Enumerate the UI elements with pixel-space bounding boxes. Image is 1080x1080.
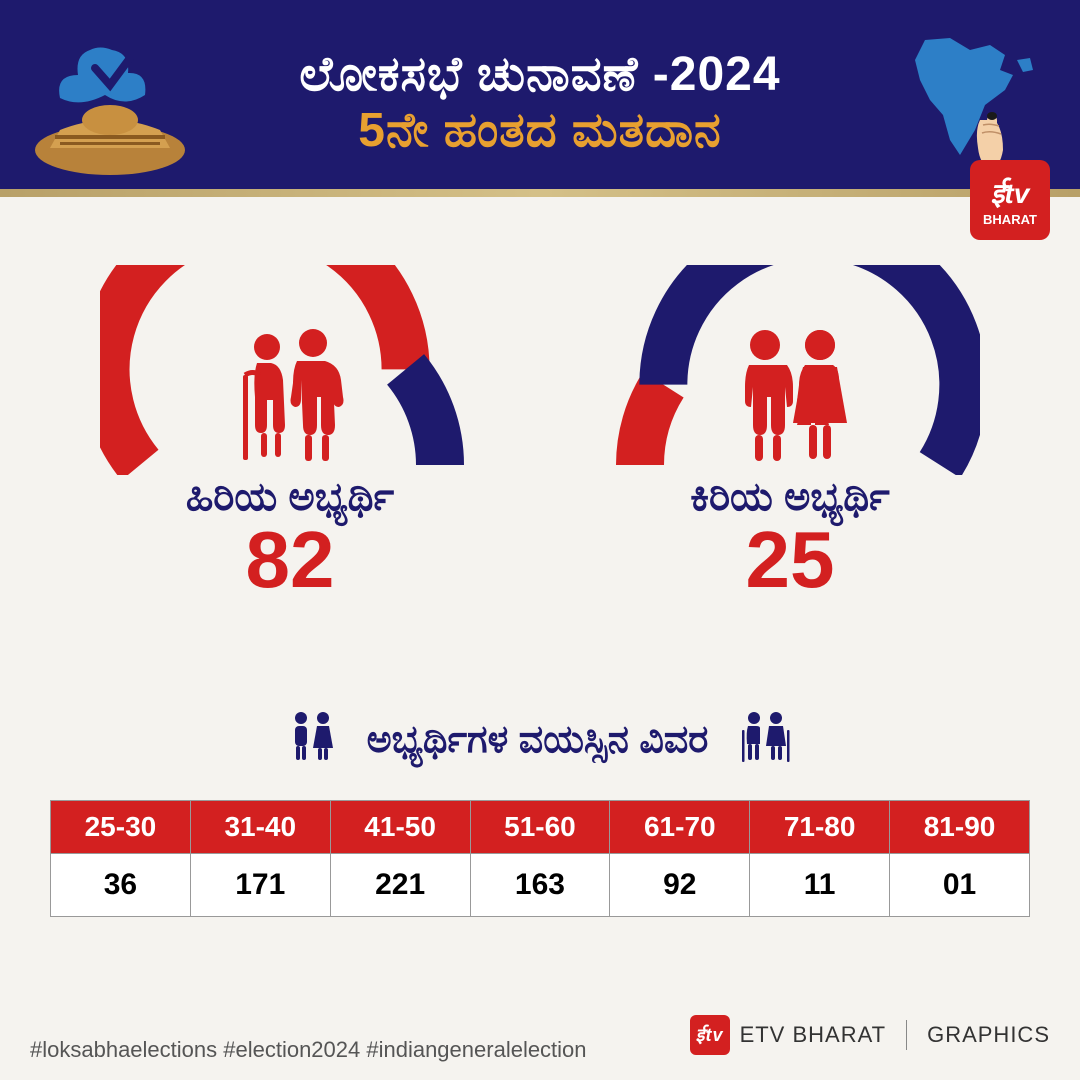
age-range-header: 61-70 (610, 801, 750, 854)
parliament-vote-icon (30, 40, 200, 185)
senior-candidate-gauge: ಹಿರಿಯ ಅಭ್ಯರ್ಥಿ 82 (90, 265, 490, 600)
age-range-value: 92 (610, 854, 750, 917)
age-range-value: 171 (190, 854, 330, 917)
age-title-row: ಅಭ್ಯರ್ಥಿಗಳ ವಯಸ್ಸಿನ ವಿವರ (50, 710, 1030, 770)
senior-value: 82 (90, 520, 490, 600)
junior-candidate-gauge: ಕಿರಿಯ ಅಭ್ಯರ್ಥಿ 25 (590, 265, 990, 600)
senior-label: ಹಿರಿಯ ಅಭ್ಯರ್ಥಿ (90, 475, 490, 520)
age-range-value: 221 (330, 854, 470, 917)
main-content: ಹಿರಿಯ ಅಭ್ಯರ್ಥಿ 82 (0, 195, 1080, 895)
junior-label: ಕಿರಿಯ ಅಭ್ಯರ್ಥಿ (590, 475, 990, 520)
header-title: ಲೋಕಸಭೆ ಚುನಾವಣೆ -2024 (299, 47, 780, 103)
header-subtitle: 5ನೇ ಹಂತದ ಮತದಾನ (358, 103, 722, 159)
age-range-value: 01 (890, 854, 1030, 917)
age-range-value: 11 (750, 854, 890, 917)
channel-logo-badge: ईtv BHARAT (970, 160, 1050, 240)
young-couple-small-icon (287, 710, 337, 770)
age-range-header: 31-40 (190, 801, 330, 854)
table-header-row: 25-3031-4041-5051-6061-7071-8081-90 (51, 801, 1030, 854)
elderly-couple-small-icon (738, 710, 793, 770)
footer-brand-block: ईtv ETV BHARAT GRAPHICS (690, 1015, 1050, 1055)
age-range-value: 36 (51, 854, 191, 917)
age-range-header: 41-50 (330, 801, 470, 854)
age-range-header: 25-30 (51, 801, 191, 854)
table-value-row: 36171221163921101 (51, 854, 1030, 917)
age-section-title: ಅಭ್ಯರ್ಥಿಗಳ ವಯಸ್ಸಿನ ವಿವರ (367, 719, 709, 762)
gauge-row: ಹಿರಿಯ ಅಭ್ಯರ್ಥಿ 82 (50, 265, 1030, 600)
age-distribution-section: ಅಭ್ಯರ್ಥಿಗಳ ವಯಸ್ಸಿನ ವಿವರ (50, 710, 1030, 917)
age-distribution-table: 25-3031-4041-5051-6061-7071-8081-90 3617… (50, 800, 1030, 917)
age-range-header: 71-80 (750, 801, 890, 854)
header-banner: ಲೋಕಸಭೆ ಚುನಾವಣೆ -2024 5ನೇ ಹಂತದ ಮತದಾನ (0, 0, 1080, 195)
hashtags-text: #loksabhaelections #election2024 #indian… (30, 1037, 587, 1063)
footer-divider (906, 1020, 907, 1050)
age-range-value: 163 (470, 854, 610, 917)
age-range-header: 51-60 (470, 801, 610, 854)
footer-mini-logo: ईtv (690, 1015, 730, 1055)
footer-department: GRAPHICS (927, 1022, 1050, 1048)
age-range-header: 81-90 (890, 801, 1030, 854)
junior-value: 25 (590, 520, 990, 600)
footer-brand-name: ETV BHARAT (740, 1022, 887, 1048)
